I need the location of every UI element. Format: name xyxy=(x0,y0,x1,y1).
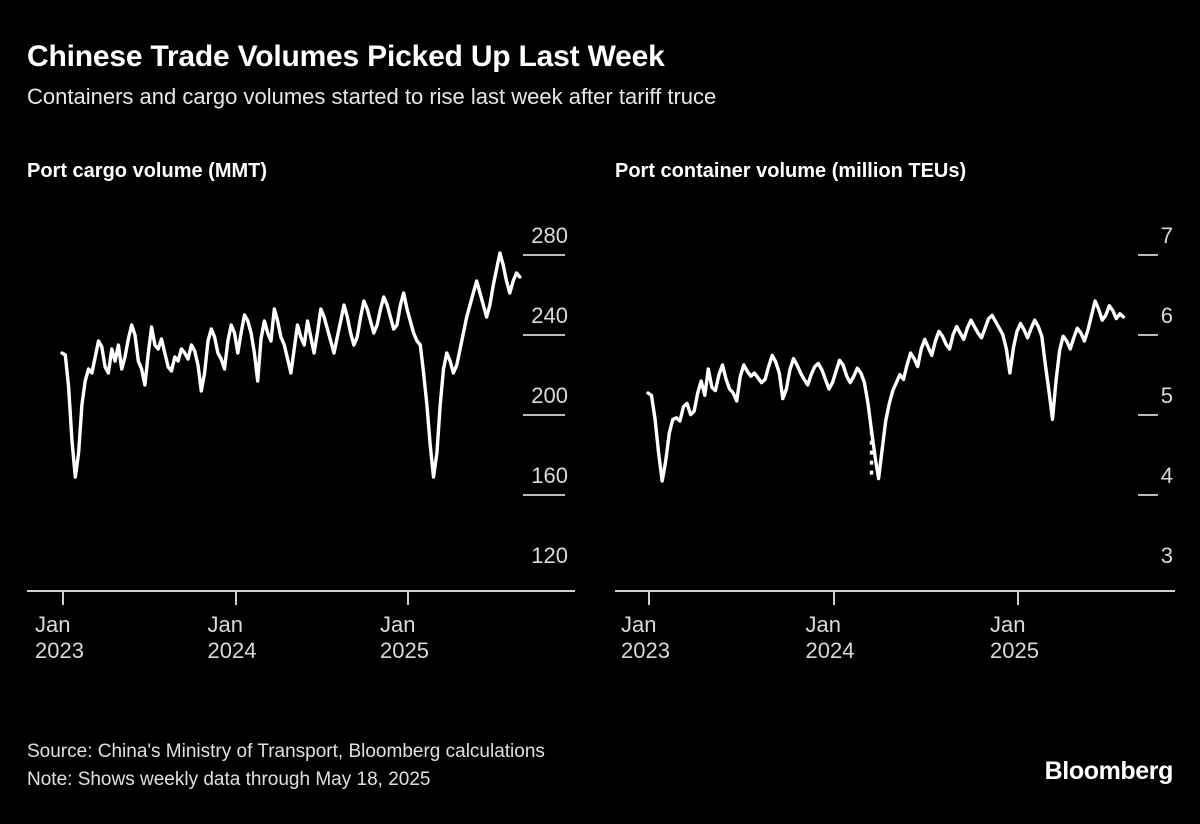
y-tick-mark xyxy=(1138,414,1158,416)
x-tick-label-1: Jan 2024 xyxy=(207,612,257,663)
series-line xyxy=(648,301,1123,481)
page-subtitle: Containers and cargo volumes started to … xyxy=(27,84,717,109)
y-tick-5: 5 xyxy=(1110,385,1176,416)
y-tick-200: 200 xyxy=(505,385,571,416)
y-tick-mark xyxy=(523,254,565,256)
panel-title-container: Port container volume (million TEUs) xyxy=(615,160,967,182)
x-tick-mark-0 xyxy=(62,592,64,605)
y-tick-240: 240 xyxy=(505,305,571,336)
x-axis-line-cargo xyxy=(27,590,575,592)
y-axis-container: 7 6 5 4 3 xyxy=(1110,225,1176,567)
x-tick-mark-2 xyxy=(1017,592,1019,605)
y-tick-mark xyxy=(523,494,565,496)
panel-port-cargo-volume: Port cargo volume (MMT) 280 240 200 160 120 … xyxy=(27,150,575,670)
panel-title-cargo: Port cargo volume (MMT) xyxy=(27,160,268,182)
y-tick-label: 240 xyxy=(531,303,568,328)
y-tick-120: 120 xyxy=(505,545,571,567)
x-tick-label-2: Jan 2025 xyxy=(380,612,429,663)
x-tick-label-1: Jan 2024 xyxy=(805,612,855,663)
y-tick-3: 3 xyxy=(1110,545,1176,567)
y-tick-label: 160 xyxy=(531,463,568,488)
y-tick-label: 5 xyxy=(1160,383,1173,408)
y-tick-6: 6 xyxy=(1110,305,1176,336)
bloomberg-logo: Bloomberg xyxy=(1044,757,1174,785)
y-tick-mark xyxy=(1138,494,1158,496)
page-title: Chinese Trade Volumes Picked Up Last Wee… xyxy=(27,40,665,73)
plot-area-cargo xyxy=(27,237,535,557)
y-tick-mark xyxy=(523,414,565,416)
y-tick-label: 200 xyxy=(531,383,568,408)
y-tick-label: 3 xyxy=(1160,543,1173,568)
y-tick-label: 4 xyxy=(1160,463,1173,488)
plot-area-container xyxy=(615,237,1115,557)
x-tick-label-2: Jan 2025 xyxy=(990,612,1039,663)
x-tick-mark-1 xyxy=(832,592,835,605)
y-tick-160: 160 xyxy=(505,465,571,496)
note-line: Note: Shows weekly data through May 18, … xyxy=(27,768,431,790)
y-tick-mark xyxy=(1138,254,1158,256)
y-tick-label: 6 xyxy=(1160,303,1173,328)
y-tick-4: 4 xyxy=(1110,465,1176,496)
line-chart-container xyxy=(615,237,1115,557)
y-tick-label: 280 xyxy=(531,223,568,248)
y-tick-label: 7 xyxy=(1160,223,1173,248)
line-chart-cargo xyxy=(27,237,535,557)
y-tick-mark xyxy=(1138,334,1158,336)
source-line: Source: China's Ministry of Transport, B… xyxy=(27,741,545,762)
x-axis-line-container xyxy=(615,590,1175,592)
x-tick-mark-0 xyxy=(648,592,650,605)
panel-port-container-volume: Port container volume (million TEUs) 7 6 5… xyxy=(615,150,1175,670)
x-tick-mark-1 xyxy=(234,592,237,605)
y-tick-label: 120 xyxy=(531,543,568,568)
footer-notes: Source: China's Ministry of Transport, B… xyxy=(27,738,545,793)
y-tick-mark xyxy=(523,334,565,336)
y-tick-7: 7 xyxy=(1110,225,1176,256)
x-tick-label-0: Jan 2023 xyxy=(35,612,84,663)
x-tick-mark-2 xyxy=(407,592,409,605)
y-axis-cargo: 280 240 200 160 120 xyxy=(505,225,571,567)
y-tick-280: 280 xyxy=(505,225,571,256)
x-tick-label-0: Jan 2023 xyxy=(621,612,670,663)
series-line xyxy=(62,253,520,477)
